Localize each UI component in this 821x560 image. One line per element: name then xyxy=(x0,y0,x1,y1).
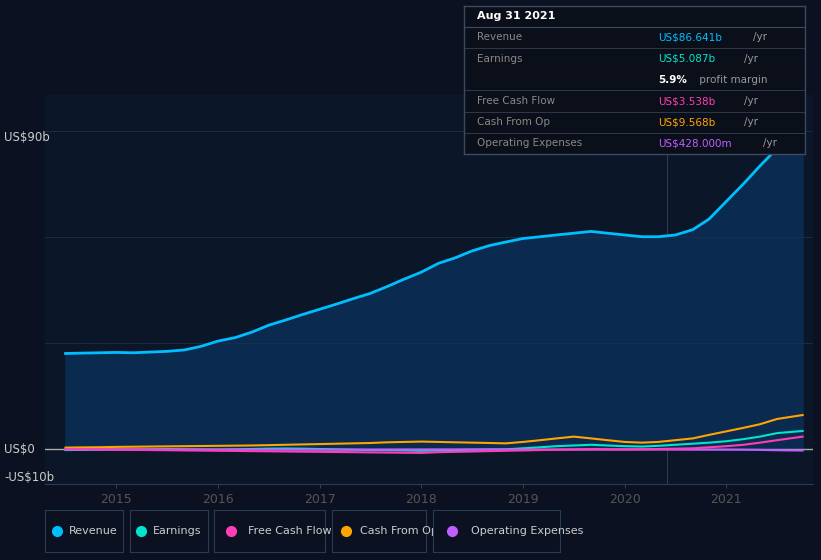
Text: /yr: /yr xyxy=(744,54,758,64)
Text: Operating Expenses: Operating Expenses xyxy=(471,526,583,535)
Text: Revenue: Revenue xyxy=(478,32,523,43)
Text: Earnings: Earnings xyxy=(154,526,202,535)
Text: US$90b: US$90b xyxy=(4,130,50,143)
Text: /yr: /yr xyxy=(744,96,758,106)
Text: US$428.000m: US$428.000m xyxy=(658,138,732,148)
Text: US$5.087b: US$5.087b xyxy=(658,54,715,64)
Text: Operating Expenses: Operating Expenses xyxy=(478,138,583,148)
Text: Cash From Op: Cash From Op xyxy=(360,526,438,535)
Text: US$86.641b: US$86.641b xyxy=(658,32,722,43)
Text: Free Cash Flow: Free Cash Flow xyxy=(478,96,556,106)
Text: -US$10b: -US$10b xyxy=(4,472,54,484)
Text: Earnings: Earnings xyxy=(478,54,523,64)
Text: US$9.568b: US$9.568b xyxy=(658,117,715,127)
Text: /yr: /yr xyxy=(744,117,758,127)
Text: /yr: /yr xyxy=(763,138,777,148)
Text: Aug 31 2021: Aug 31 2021 xyxy=(478,11,556,21)
Text: Free Cash Flow: Free Cash Flow xyxy=(248,526,331,535)
Text: Cash From Op: Cash From Op xyxy=(478,117,551,127)
Text: /yr: /yr xyxy=(754,32,768,43)
Text: 5.9%: 5.9% xyxy=(658,75,687,85)
Text: profit margin: profit margin xyxy=(696,75,768,85)
Text: Revenue: Revenue xyxy=(69,526,117,535)
Text: US$3.538b: US$3.538b xyxy=(658,96,715,106)
Text: US$0: US$0 xyxy=(4,442,34,455)
